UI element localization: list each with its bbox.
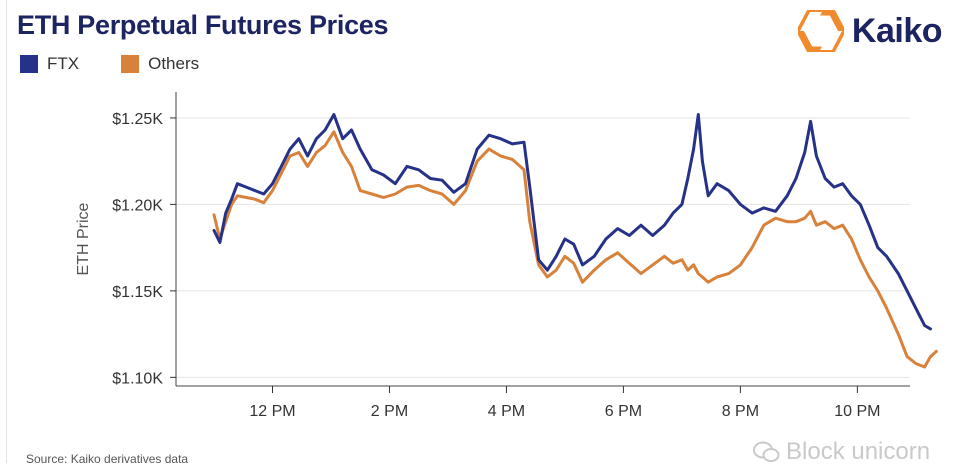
x-tick-label-0: 12 PM: [249, 403, 295, 420]
kaiko-wordmark: Kaiko: [851, 11, 943, 50]
legend-swatch-ftx: [20, 55, 38, 73]
legend-swatch-others: [121, 55, 140, 73]
x-tick-label-1: 2 PM: [371, 403, 408, 420]
legend-item-ftx: FTX: [20, 54, 79, 74]
series-line-others: [212, 130, 938, 369]
source-note: Source: Kaiko derivatives data: [26, 452, 189, 466]
watermark: Block unicorn: [752, 438, 930, 466]
x-tick-label-5: 10 PM: [834, 403, 880, 420]
y-tick-label-2: $1.20K: [112, 197, 163, 214]
x-tick-label-4: 8 PM: [722, 403, 759, 420]
legend-label-ftx: FTX: [47, 54, 80, 73]
wechat-icon: [753, 441, 780, 462]
chart-legend: FTX Others: [20, 54, 199, 74]
legend-item-others: Others: [121, 54, 199, 74]
watermark-text: Block unicorn: [786, 438, 931, 465]
x-tick-label-2: 4 PM: [488, 403, 525, 420]
legend-label-others: Others: [148, 54, 200, 73]
y-tick-label-3: $1.25K: [112, 111, 163, 128]
x-tick-label-3: 6 PM: [605, 403, 642, 420]
page-edge-divider: [6, 0, 7, 463]
chart-title: ETH Perpetual Futures Prices: [17, 10, 389, 40]
series-line-ftx: [212, 113, 932, 331]
y-tick-label-1: $1.15K: [112, 284, 163, 301]
y-tick-label-0: $1.10K: [112, 370, 163, 387]
y-axis-title: ETH Price: [75, 202, 92, 275]
kaiko-logo: Kaiko: [797, 10, 943, 52]
kaiko-hexagon-icon: [797, 10, 844, 52]
